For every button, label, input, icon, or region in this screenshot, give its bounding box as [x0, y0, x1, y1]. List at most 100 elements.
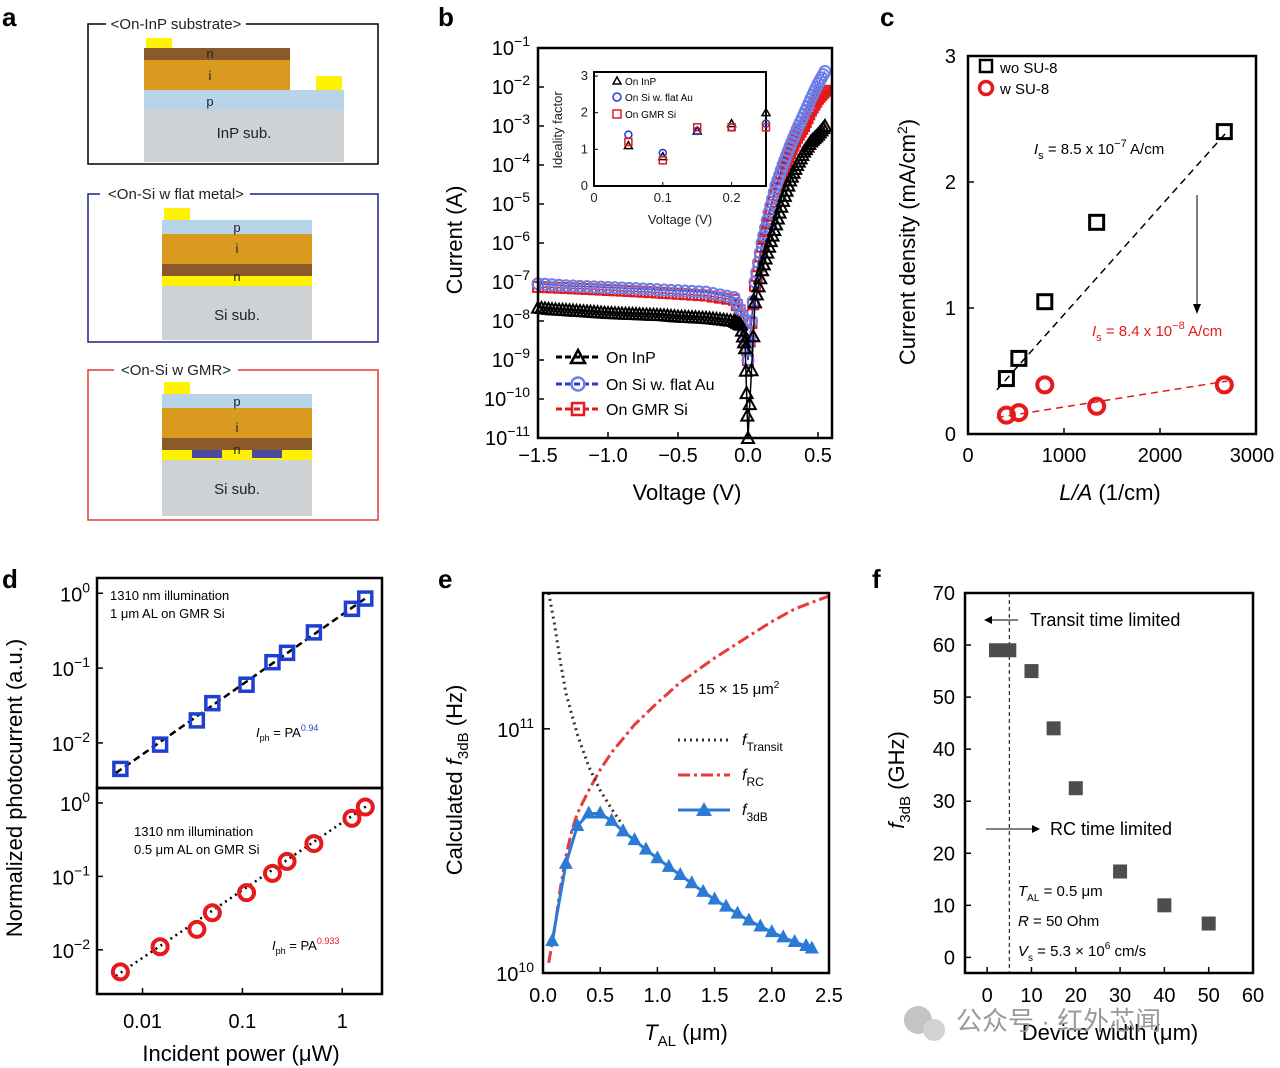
tick-base: 10	[492, 194, 514, 216]
y-tick-label: 0	[945, 424, 956, 446]
y-tick-label: 50	[933, 687, 955, 709]
y-tick-label: 3	[945, 46, 956, 68]
tick-base: 10	[52, 659, 74, 681]
data-point	[622, 281, 636, 295]
inset-point	[692, 123, 702, 132]
data-point	[713, 288, 727, 302]
y-tick-label: 10−6	[492, 228, 530, 255]
tick-base: 10	[492, 233, 514, 255]
contact-pad	[164, 208, 190, 220]
y-tick-labels: 0 1 2 3	[945, 46, 956, 446]
inset-y-tick-label: 3	[581, 68, 588, 83]
data-point	[151, 736, 169, 753]
y-axis-label: f3dB (GHz)	[884, 731, 914, 829]
x-tick-label: 50	[1198, 985, 1220, 1007]
y-tick-label: 10−2	[52, 729, 90, 756]
x-tick-label: 2.5	[815, 985, 843, 1007]
param-tail: cm/s	[1110, 943, 1146, 960]
tick-base: 10	[52, 867, 74, 889]
y-label-sym: f	[442, 756, 467, 765]
top-note-2: 1 μm AL on GMR Si	[110, 606, 225, 621]
y-tick-label: 1011	[497, 715, 534, 742]
tick-exp: 10	[518, 959, 534, 975]
legend-label: On Si w. flat Au	[606, 377, 715, 394]
y-axis-label: Calculated f3dB (Hz)	[442, 685, 472, 876]
inset-x-label: Voltage (V)	[648, 212, 712, 227]
plot-area	[967, 55, 1257, 435]
plot-frame	[536, 46, 834, 440]
y-label-sym: f	[884, 820, 909, 829]
data-point	[753, 918, 768, 932]
title-mask	[100, 186, 250, 202]
contact-pad	[164, 382, 190, 394]
layer-label: n	[233, 269, 240, 284]
data-point	[734, 322, 750, 337]
layer-i	[144, 60, 290, 90]
inset-point	[727, 123, 736, 132]
inset-y-tick-label: 1	[581, 141, 588, 156]
x-tick-label: 1.5	[701, 985, 729, 1007]
data-point	[593, 805, 608, 819]
data-point	[264, 653, 281, 671]
device-diagram-flat-metal: <On-Si w flat metal> p i n Si sub.	[87, 186, 379, 343]
tick-exp: 11	[519, 715, 534, 731]
tick-base: 10	[60, 584, 82, 606]
x-tick-label: 1000	[1042, 445, 1087, 467]
law-exp: 0.933	[317, 936, 340, 946]
bottom-note-2: 0.5 μm AL on GMR Si	[134, 842, 260, 857]
device-diagram-gmr: <On-Si w GMR> p i n Si sub.	[87, 362, 379, 521]
x-tick-label: 2.0	[758, 985, 786, 1007]
param-sub: s	[1028, 953, 1033, 964]
device-diagram-inp: <On-InP substrate> n i p InP sub.	[87, 16, 379, 165]
layer-p	[162, 220, 312, 234]
tick-base: 10	[492, 38, 514, 60]
data-point	[692, 285, 706, 299]
tick-base: 10	[484, 389, 506, 411]
ann-sub: s	[1096, 332, 1102, 344]
data-point	[678, 284, 692, 298]
param-sym: T	[1018, 883, 1029, 900]
plot-frame	[541, 591, 831, 975]
fit-line	[996, 380, 1228, 419]
tick-base: 10	[52, 941, 74, 963]
tick-base: 10	[52, 734, 74, 756]
tick-base: 10	[492, 311, 514, 333]
data-point	[1215, 123, 1233, 141]
x-tick-labels: 0 10 20 30 40 50 60	[982, 985, 1265, 1007]
data-point	[357, 590, 374, 607]
data-point	[817, 117, 833, 132]
layer-label: n	[206, 46, 213, 61]
data-point	[997, 370, 1015, 388]
data-point	[657, 283, 671, 297]
top-power-law: Iph = PA0.94	[256, 723, 318, 743]
data-point	[749, 286, 765, 301]
x-axis-label: TAL (μm)	[644, 1020, 728, 1050]
legend-label: w SU-8	[999, 81, 1049, 98]
y-tick-labels: 0 10 20 30 40 50 60 70	[933, 583, 955, 969]
tick-base: 10	[492, 272, 514, 294]
ann-sym: I	[1092, 323, 1096, 340]
data-point	[989, 643, 1004, 658]
data-point	[237, 883, 257, 903]
x-tick-label: 2000	[1138, 445, 1183, 467]
ann-unit: A/cm	[1127, 141, 1165, 158]
y-label-sub: 3dB	[455, 732, 472, 759]
legend-sym: f	[742, 802, 748, 819]
data-point	[1046, 721, 1061, 736]
data-point	[601, 280, 615, 294]
inset-y-tick-label: 0	[581, 178, 588, 193]
inset-y-label: Ideality factor	[550, 91, 565, 169]
x-label-sym: T	[644, 1020, 659, 1045]
y-tick-label: 1	[945, 298, 956, 320]
x-tick-label: 0.0	[529, 985, 557, 1007]
data-point	[278, 644, 296, 662]
layer-label: p	[206, 94, 213, 109]
data-point	[671, 284, 685, 298]
diagram-title: <On-Si w GMR>	[121, 362, 231, 379]
data-point	[112, 760, 129, 778]
x-tick-label: 40	[1153, 985, 1175, 1007]
legend: fTransit fRC f3dB	[678, 732, 783, 824]
x-tick-label: 3000	[1230, 445, 1275, 467]
